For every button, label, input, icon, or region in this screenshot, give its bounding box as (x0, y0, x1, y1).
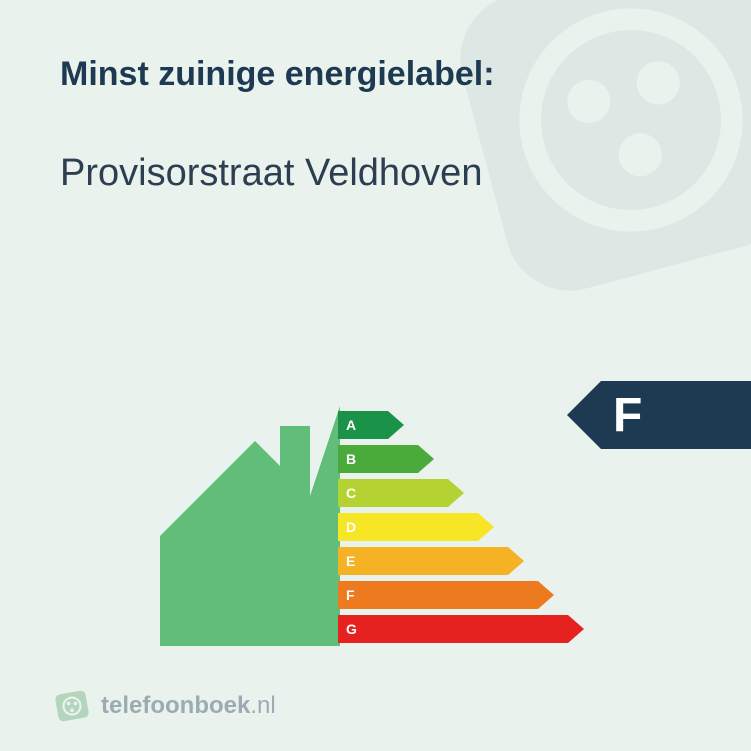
bar-arrow-icon (478, 513, 494, 541)
rating-indicator: F (567, 381, 751, 449)
bar-body: A (338, 411, 388, 439)
bar-label: F (346, 587, 355, 603)
energy-bar-e: E (338, 547, 584, 575)
bar-arrow-icon (568, 615, 584, 643)
bar-label: C (346, 485, 356, 501)
bar-label: G (346, 621, 357, 637)
bar-body: B (338, 445, 418, 473)
bar-label: D (346, 519, 356, 535)
energy-bar-b: B (338, 445, 584, 473)
bar-body: E (338, 547, 508, 575)
indicator-letter: F (613, 388, 642, 443)
bar-body: D (338, 513, 478, 541)
bar-body: C (338, 479, 448, 507)
brand-text: telefoonboek.nl (101, 692, 276, 720)
bar-label: E (346, 553, 355, 569)
bar-arrow-icon (448, 479, 464, 507)
brand-icon (55, 689, 89, 723)
brand-name: telefoonboek (101, 692, 250, 719)
energy-bar-a: A (338, 411, 584, 439)
bar-label: B (346, 451, 356, 467)
energy-label-card: Minst zuinige energielabel: Provisorstra… (0, 0, 751, 751)
bar-arrow-icon (538, 581, 554, 609)
indicator-arrow (567, 381, 601, 449)
energy-bar-f: F (338, 581, 584, 609)
energy-bar-c: C (338, 479, 584, 507)
bar-arrow-icon (388, 411, 404, 439)
energy-chart: A B C D E F G F (0, 371, 751, 661)
energy-bars: A B C D E F G (338, 411, 584, 643)
footer-brand: telefoonboek.nl (55, 689, 276, 723)
bar-body: F (338, 581, 538, 609)
bar-arrow-icon (508, 547, 524, 575)
energy-bar-d: D (338, 513, 584, 541)
bar-label: A (346, 417, 356, 433)
bar-arrow-icon (418, 445, 434, 473)
brand-tld: .nl (250, 692, 275, 719)
bar-body: G (338, 615, 568, 643)
energy-bar-g: G (338, 615, 584, 643)
indicator-body: F (601, 381, 751, 449)
house-icon (150, 406, 340, 646)
watermark-icon (411, 0, 751, 340)
